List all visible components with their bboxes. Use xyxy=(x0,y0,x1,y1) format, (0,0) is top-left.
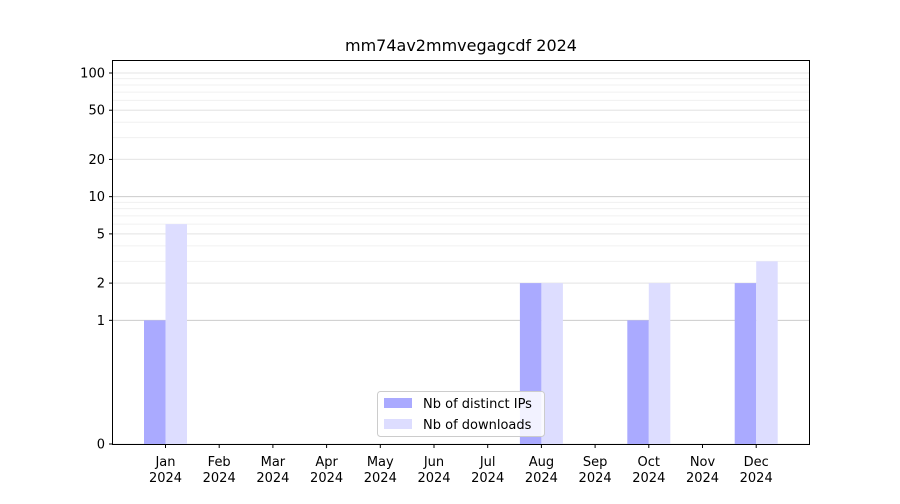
bars xyxy=(144,224,778,444)
legend-swatch xyxy=(384,419,412,429)
x-tick-label-month: Feb xyxy=(208,455,231,470)
y-tick-label: 50 xyxy=(88,104,105,119)
x-tick-label-year: 2024 xyxy=(310,471,343,486)
x-tick-label-month: Jan xyxy=(154,455,175,470)
x-tick-label-month: Aug xyxy=(529,455,554,470)
x-tick-label-month: Dec xyxy=(744,455,769,470)
plot-frame xyxy=(112,60,810,445)
bar-distinct-ips-oct xyxy=(627,320,649,444)
x-tick-label-year: 2024 xyxy=(256,471,289,486)
x-tick-label-month: Mar xyxy=(261,455,286,470)
x-tick-label-year: 2024 xyxy=(471,471,504,486)
legend-label: Nb of downloads xyxy=(423,418,532,433)
x-tick-label-year: 2024 xyxy=(686,471,719,486)
y-tick-label: 2 xyxy=(97,277,105,292)
y-axis: 0 1 2 5 10 20 50 100 xyxy=(80,66,113,453)
x-tick-label-month: Oct xyxy=(638,455,660,470)
bar-downloads-aug xyxy=(541,283,563,444)
x-tick-label-year: 2024 xyxy=(149,471,182,486)
x-tick-label-month: Sep xyxy=(583,455,608,470)
bar-distinct-ips-jan xyxy=(144,320,166,444)
x-tick-label-year: 2024 xyxy=(740,471,773,486)
bar-downloads-dec xyxy=(756,261,778,444)
bar-downloads-jan xyxy=(165,224,187,444)
x-tick-label-month: Jul xyxy=(479,455,496,470)
chart-title: mm74av2mmvegagcdf 2024 xyxy=(345,36,577,55)
x-tick-label-month: Jun xyxy=(423,455,444,470)
y-tick-label: 100 xyxy=(80,66,105,81)
x-tick-label-month: May xyxy=(367,455,394,470)
x-tick-label-month: Nov xyxy=(690,455,716,470)
legend-label: Nb of distinct IPs xyxy=(423,397,532,412)
y-tick-label: 0 xyxy=(97,438,105,453)
legend: Nb of distinct IPs Nb of downloads xyxy=(377,391,545,437)
legend-swatch xyxy=(384,398,412,408)
bar-downloads-oct xyxy=(648,283,671,444)
x-tick-label-year: 2024 xyxy=(203,471,236,486)
x-axis: Jan2024Feb2024Mar2024Apr2024May2024Jun20… xyxy=(149,444,773,486)
y-tick-label: 5 xyxy=(97,227,105,242)
x-tick-label-year: 2024 xyxy=(417,471,450,486)
x-tick-label-month: Apr xyxy=(315,455,338,470)
gridlines xyxy=(113,72,809,445)
legend-box xyxy=(377,391,545,437)
y-tick-label: 10 xyxy=(88,190,105,205)
bar-distinct-ips-dec xyxy=(734,283,757,444)
x-tick-label-year: 2024 xyxy=(632,471,665,486)
x-tick-label-year: 2024 xyxy=(525,471,558,486)
y-tick-label: 1 xyxy=(97,314,105,329)
y-tick-label: 20 xyxy=(88,153,105,168)
x-tick-label-year: 2024 xyxy=(364,471,397,486)
x-tick-label-year: 2024 xyxy=(579,471,612,486)
